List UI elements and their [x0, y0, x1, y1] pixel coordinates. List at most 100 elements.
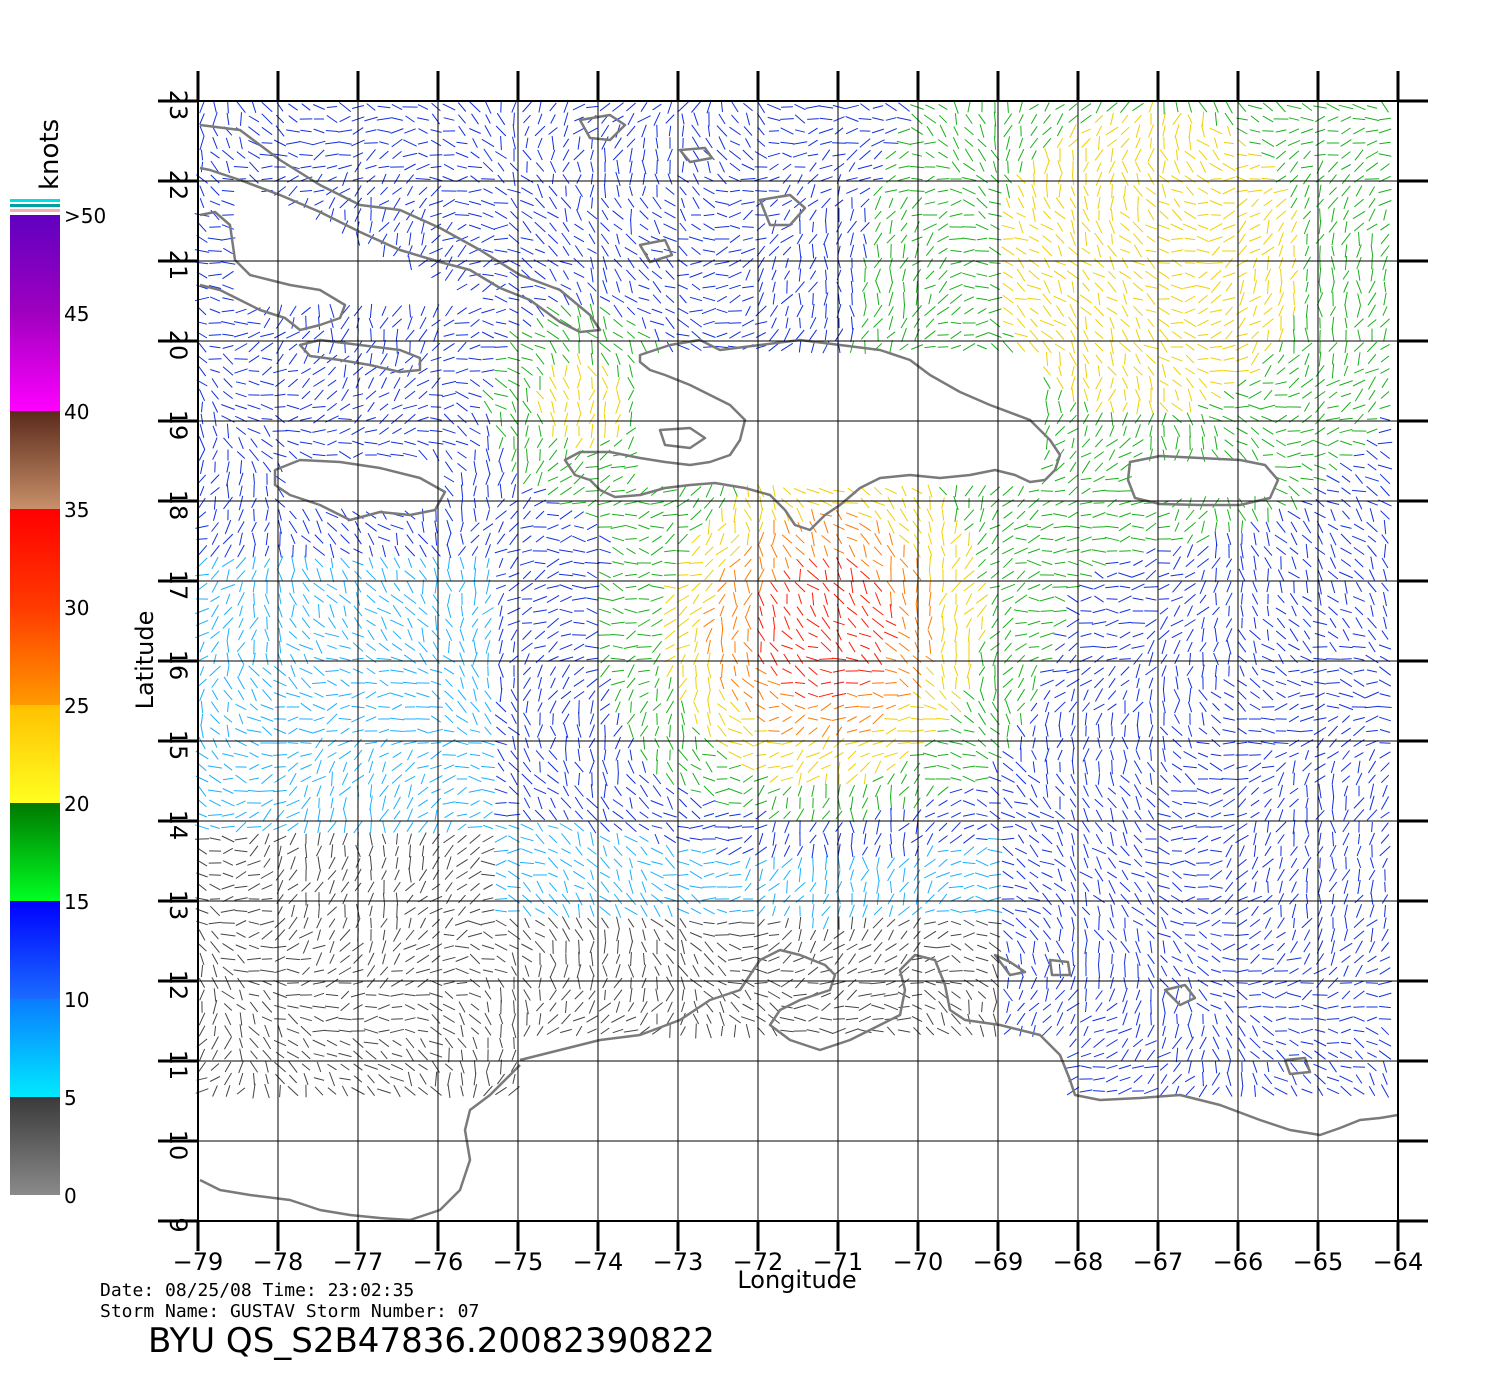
- wind-barb: [1110, 377, 1114, 389]
- wind-barb: [1278, 653, 1284, 665]
- wind-barb: [252, 652, 256, 666]
- wind-barb: [677, 273, 689, 277]
- wind-barb: [807, 173, 819, 185]
- wind-barb: [1121, 365, 1129, 377]
- wind-barb: [417, 104, 429, 110]
- wind-barb: [718, 568, 726, 582]
- wind-barb: [1340, 440, 1352, 446]
- wind-barb: [534, 270, 546, 280]
- wind-barb: [1238, 568, 1246, 582]
- wind-barb: [574, 461, 584, 473]
- wind-barb: [573, 656, 585, 662]
- wind-barb: [767, 680, 781, 686]
- wind-barb: [929, 555, 931, 571]
- wind-barb: [522, 473, 532, 485]
- wind-barb: [1056, 737, 1064, 749]
- wind-barb: [772, 293, 776, 305]
- wind-barb: [559, 535, 573, 543]
- wind-barb: [365, 681, 377, 685]
- wind-barb: [249, 703, 259, 711]
- wind-barb: [431, 342, 441, 352]
- wind-barb: [807, 645, 819, 649]
- wind-barb: [781, 199, 793, 207]
- wind-barb: [823, 520, 829, 534]
- wind-barb: [1096, 388, 1102, 402]
- wind-barb: [1260, 404, 1276, 410]
- wind-barb: [1226, 533, 1232, 545]
- wind-barb: [1213, 425, 1219, 437]
- wind-barb: [434, 532, 438, 546]
- wind-barb: [1266, 605, 1270, 617]
- wind-barb: [318, 797, 320, 809]
- wind-barb: [858, 632, 872, 638]
- wind-barb: [847, 617, 857, 629]
- wind-barb: [1071, 281, 1075, 293]
- wind-barb: [755, 667, 767, 675]
- wind-barb: [521, 582, 533, 592]
- wind-barb: [1027, 548, 1041, 554]
- wind-barb: [1279, 280, 1283, 294]
- wind-barb: [474, 449, 476, 461]
- wind-barb: [1069, 654, 1077, 664]
- wind-barb: [676, 333, 690, 337]
- wind-barb: [929, 605, 931, 617]
- colorbar-bands: [10, 215, 60, 1195]
- wind-barb: [326, 583, 338, 591]
- wind-barb: [1111, 183, 1113, 199]
- wind-barb: [1300, 378, 1314, 388]
- wind-barb: [626, 677, 636, 689]
- wind-barb: [299, 403, 313, 411]
- wind-barb: [1002, 666, 1014, 676]
- wind-barb: [1304, 294, 1310, 304]
- wind-barb: [1379, 417, 1391, 421]
- wind-barb: [327, 379, 337, 387]
- wind-barb: [299, 441, 313, 445]
- wind-barb: [781, 534, 793, 544]
- wind-barb: [614, 197, 622, 209]
- wind-barb: [690, 261, 702, 265]
- wind-barb: [1121, 329, 1129, 341]
- wind-barb: [1175, 676, 1179, 690]
- wind-barb: [1306, 269, 1308, 281]
- wind-barb: [844, 705, 860, 709]
- wind-barb: [496, 775, 506, 783]
- wind-barb: [1004, 630, 1012, 640]
- wind-barb: [495, 802, 507, 804]
- wind-barb: [1330, 256, 1336, 270]
- wind-barb: [992, 605, 998, 617]
- wind-barb: [471, 113, 479, 125]
- wind-barb: [953, 665, 959, 677]
- wind-barb: [1341, 775, 1351, 783]
- wind-barb: [1119, 658, 1131, 660]
- wind-barb: [313, 414, 325, 424]
- wind-barb: [978, 629, 986, 641]
- wind-barb: [1300, 165, 1314, 169]
- wind-barb: [988, 237, 1002, 241]
- wind-barb: [1201, 628, 1205, 642]
- wind-barb: [390, 441, 404, 445]
- wind-barb: [1330, 580, 1336, 594]
- wind-barb: [1147, 209, 1155, 221]
- wind-barb: [1053, 525, 1067, 529]
- wind-barb: [238, 617, 244, 629]
- wind-barb: [638, 297, 650, 301]
- wind-barb: [1004, 174, 1012, 184]
- wind-barb: [1054, 210, 1066, 220]
- wind-barb: [849, 807, 855, 823]
- wind-barb: [442, 801, 456, 805]
- wind-barb: [1237, 139, 1247, 147]
- wind-barb: [291, 604, 295, 618]
- wind-barb: [457, 689, 467, 701]
- wind-barb: [222, 177, 234, 181]
- wind-barb: [520, 174, 534, 184]
- wind-barb: [1097, 197, 1101, 209]
- wind-barb: [1016, 784, 1026, 798]
- wind-barb: [526, 448, 528, 462]
- wind-barb: [246, 729, 262, 733]
- colorbar-tick-label: 20: [64, 792, 89, 816]
- wind-barb: [663, 618, 677, 628]
- wind-barb: [783, 270, 791, 280]
- wind-barb: [212, 738, 218, 748]
- wind-barb: [832, 669, 846, 673]
